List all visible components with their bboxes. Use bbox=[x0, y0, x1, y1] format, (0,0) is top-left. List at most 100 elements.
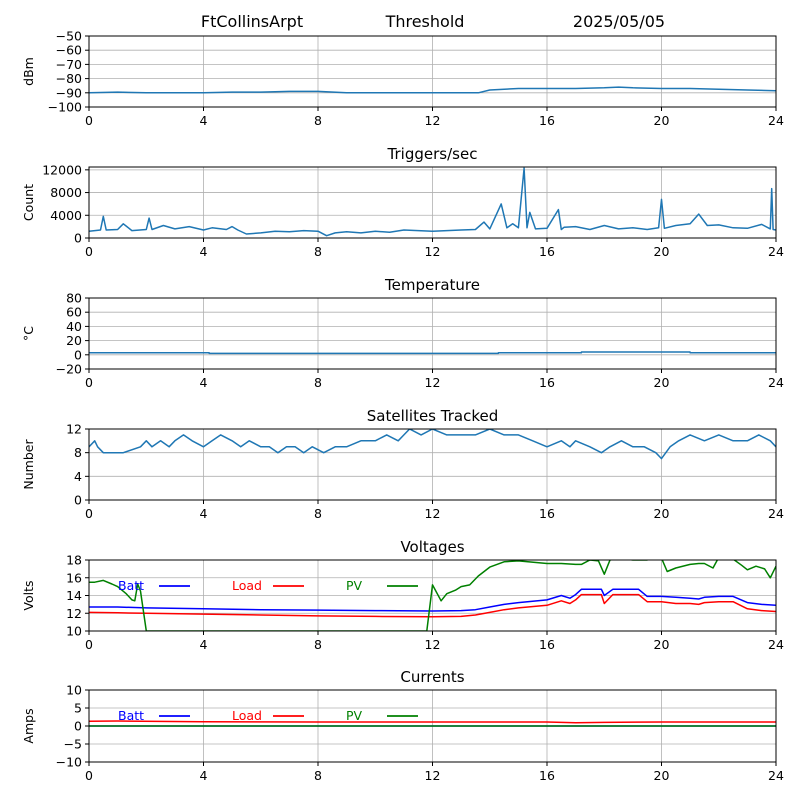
date-label: 2025/05/05 bbox=[573, 12, 665, 31]
currents-legend-pv-label: PV bbox=[346, 708, 363, 723]
voltages-legend-load-label: Load bbox=[232, 578, 262, 593]
triggers-xtick-label: 16 bbox=[539, 244, 555, 259]
satellites-xtick-label: 20 bbox=[654, 506, 670, 521]
triggers-series-0-line bbox=[89, 167, 776, 237]
triggers-ytick-label: 8000 bbox=[50, 185, 82, 200]
threshold-ytick-label: −50 bbox=[56, 29, 82, 44]
satellites-ytick-label: 8 bbox=[74, 445, 82, 460]
currents-series-load-line bbox=[89, 720, 776, 724]
voltages-ytick-label: 16 bbox=[66, 570, 82, 585]
currents-ytick-label: −5 bbox=[64, 737, 82, 752]
temperature-xtick-label: 0 bbox=[85, 375, 93, 390]
currents-legend-batt-label: Batt bbox=[118, 708, 144, 723]
satellites-xtick-label: 4 bbox=[200, 506, 208, 521]
satellites-ylabel: Number bbox=[21, 439, 36, 490]
triggers-xtick-label: 4 bbox=[200, 244, 208, 259]
satellites-series-0-line bbox=[89, 429, 776, 460]
voltages-xtick-label: 24 bbox=[768, 637, 784, 652]
voltages-panel: 0 4 8 12 16 20 24 10 12 14 16 18 Voltages Volts Batt Lo… bbox=[21, 538, 784, 652]
triggers-xtick-label: 24 bbox=[768, 244, 784, 259]
currents-xtick-label: 24 bbox=[768, 768, 784, 783]
triggers-ylabel: Count bbox=[21, 184, 36, 221]
temperature-xtick-label: 12 bbox=[425, 375, 441, 390]
currents-ylabel: Amps bbox=[21, 708, 36, 743]
triggers-ytick-label: 0 bbox=[74, 231, 82, 246]
currents-ytick-label: −10 bbox=[56, 755, 82, 770]
currents-xtick-label: 16 bbox=[539, 768, 555, 783]
voltages-xtick-label: 0 bbox=[85, 637, 93, 652]
satellites-xtick-label: 0 bbox=[85, 506, 93, 521]
threshold-xtick-label: 16 bbox=[539, 113, 555, 128]
currents-xtick-label: 20 bbox=[654, 768, 670, 783]
triggers-ytick-label: 4000 bbox=[50, 208, 82, 223]
voltages-legend-batt-label: Batt bbox=[118, 578, 144, 593]
satellites-xtick-label: 8 bbox=[314, 506, 322, 521]
temperature-ytick-label: 40 bbox=[66, 319, 82, 334]
threshold-xtick-label: 12 bbox=[425, 113, 441, 128]
voltages-series-pv-line bbox=[89, 560, 776, 631]
temperature-xtick-label: 8 bbox=[314, 375, 322, 390]
triggers-xtick-label: 12 bbox=[425, 244, 441, 259]
threshold-series-0-line bbox=[89, 86, 776, 94]
currents-ytick-label: 0 bbox=[74, 719, 82, 734]
currents-ytick-label: 5 bbox=[74, 701, 82, 716]
temperature-xtick-label: 24 bbox=[768, 375, 784, 390]
voltages-xtick-label: 8 bbox=[314, 637, 322, 652]
triggers-ytick-label: 12000 bbox=[42, 162, 82, 177]
currents-xtick-label: 12 bbox=[425, 768, 441, 783]
satellites-title: Satellites Tracked bbox=[367, 407, 498, 425]
voltages-xtick-label: 12 bbox=[425, 637, 441, 652]
satellites-xtick-label: 16 bbox=[539, 506, 555, 521]
temperature-ytick-label: 20 bbox=[66, 333, 82, 348]
threshold-panel: 0 4 8 12 16 20 24 −100−90−80−70−60−50 dBm bbox=[21, 29, 784, 129]
temperature-ytick-label: 80 bbox=[66, 291, 82, 306]
satellites-xtick-label: 12 bbox=[425, 506, 441, 521]
threshold-xtick-label: 20 bbox=[654, 113, 670, 128]
satellites-ytick-label: 12 bbox=[66, 422, 82, 437]
voltages-ytick-label: 14 bbox=[66, 588, 82, 603]
threshold-xtick-label: 8 bbox=[314, 113, 322, 128]
mode-label: Threshold bbox=[385, 12, 465, 31]
temperature-xtick-label: 4 bbox=[200, 375, 208, 390]
voltages-title: Voltages bbox=[400, 538, 464, 556]
threshold-ytick-label: −80 bbox=[56, 71, 82, 86]
triggers-panel: 0 4 8 12 16 20 24 0 4000 8000 12000 Triggers/sec Cou… bbox=[21, 145, 784, 259]
temperature-ytick-label: −20 bbox=[56, 362, 82, 377]
temperature-ytick-label: 60 bbox=[66, 305, 82, 320]
voltages-ytick-label: 10 bbox=[66, 624, 82, 639]
temperature-xtick-label: 20 bbox=[654, 375, 670, 390]
voltages-xtick-label: 16 bbox=[539, 637, 555, 652]
voltages-xtick-label: 20 bbox=[654, 637, 670, 652]
temperature-series-0-line bbox=[89, 351, 776, 355]
threshold-ytick-label: −90 bbox=[56, 85, 82, 100]
currents-xtick-label: 8 bbox=[314, 768, 322, 783]
triggers-xtick-label: 0 bbox=[85, 244, 93, 259]
threshold-xtick-label: 0 bbox=[85, 113, 93, 128]
voltages-legend-pv-label: PV bbox=[346, 578, 363, 593]
currents-ytick-label: 10 bbox=[66, 683, 82, 698]
voltages-ytick-label: 18 bbox=[66, 553, 82, 568]
satellites-ytick-label: 4 bbox=[74, 469, 82, 484]
temperature-ytick-label: 0 bbox=[74, 347, 82, 362]
currents-title: Currents bbox=[400, 668, 464, 686]
currents-legend-load-label: Load bbox=[232, 708, 262, 723]
voltages-ytick-label: 12 bbox=[66, 606, 82, 621]
satellites-ytick-label: 0 bbox=[74, 493, 82, 508]
currents-panel: 0 4 8 12 16 20 24 −10 −5 0 5 10 Currents Amps Batt Load… bbox=[21, 668, 784, 783]
voltages-series-load-line bbox=[89, 593, 776, 618]
temperature-xtick-label: 16 bbox=[539, 375, 555, 390]
currents-xtick-label: 4 bbox=[200, 768, 208, 783]
threshold-ytick-label: −60 bbox=[56, 43, 82, 58]
satellites-xtick-label: 24 bbox=[768, 506, 784, 521]
currents-xtick-label: 0 bbox=[85, 768, 93, 783]
threshold-xtick-label: 24 bbox=[768, 113, 784, 128]
threshold-ytick-label: −100 bbox=[48, 100, 82, 115]
voltages-xtick-label: 4 bbox=[200, 637, 208, 652]
temperature-ylabel: °C bbox=[21, 326, 36, 341]
triggers-xtick-label: 20 bbox=[654, 244, 670, 259]
triggers-xtick-label: 8 bbox=[314, 244, 322, 259]
threshold-xtick-label: 4 bbox=[200, 113, 208, 128]
